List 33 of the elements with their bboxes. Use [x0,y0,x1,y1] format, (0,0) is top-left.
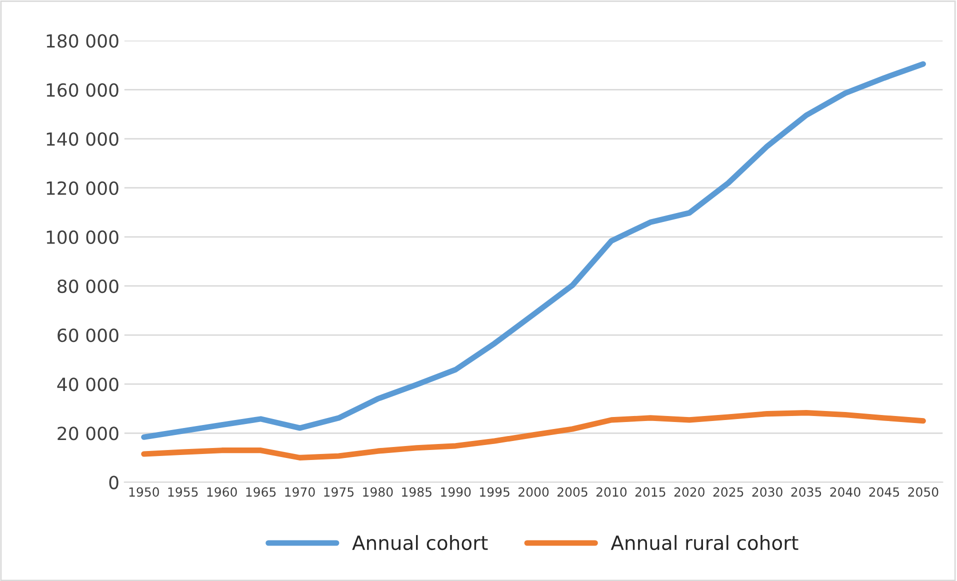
x-tick-label: 1960 [207,487,237,497]
x-tick-label: 1970 [285,487,315,497]
x-tick-label: 1975 [324,487,354,497]
y-tick-label: 160 000 [46,83,118,97]
x-tick-label: 2030 [752,487,782,497]
y-tick-label: 80 000 [58,279,118,294]
y-tick-label: 100 000 [46,230,118,244]
y-tick-label: 120 000 [46,181,118,195]
x-tick-label: 2000 [518,487,549,497]
x-tick-label: 2040 [830,487,860,497]
x-tick-label: 1965 [246,487,276,497]
y-tick-label: 140 000 [46,132,118,146]
x-tick-label: 2035 [791,487,822,497]
y-tick-label: 60 000 [58,328,118,342]
x-tick-label: 1955 [168,487,198,497]
y-tick-label: 40 000 [57,378,118,392]
y-tick-label: 0 [109,476,118,490]
y-tick-label: 20 000 [58,426,118,440]
x-tick-label: 1995 [480,487,510,497]
y-tick-label: 180 000 [46,34,118,48]
x-tick-label: 2005 [558,487,588,497]
legend-label: Annual cohort [352,535,488,550]
x-tick-label: 2010 [596,487,627,497]
x-tick-label: 2045 [869,487,900,497]
x-tick-label: 2020 [674,487,704,497]
x-tick-label: 1950 [129,487,159,497]
legend-label: Annual rural cohort [610,535,798,550]
x-tick-label: 1980 [363,487,393,497]
x-tick-label: 1990 [441,487,471,497]
x-tick-label: 2025 [713,487,744,497]
x-tick-label: 2015 [635,487,666,497]
x-tick-label: 1985 [402,487,432,497]
x-tick-label: 2050 [908,487,938,497]
